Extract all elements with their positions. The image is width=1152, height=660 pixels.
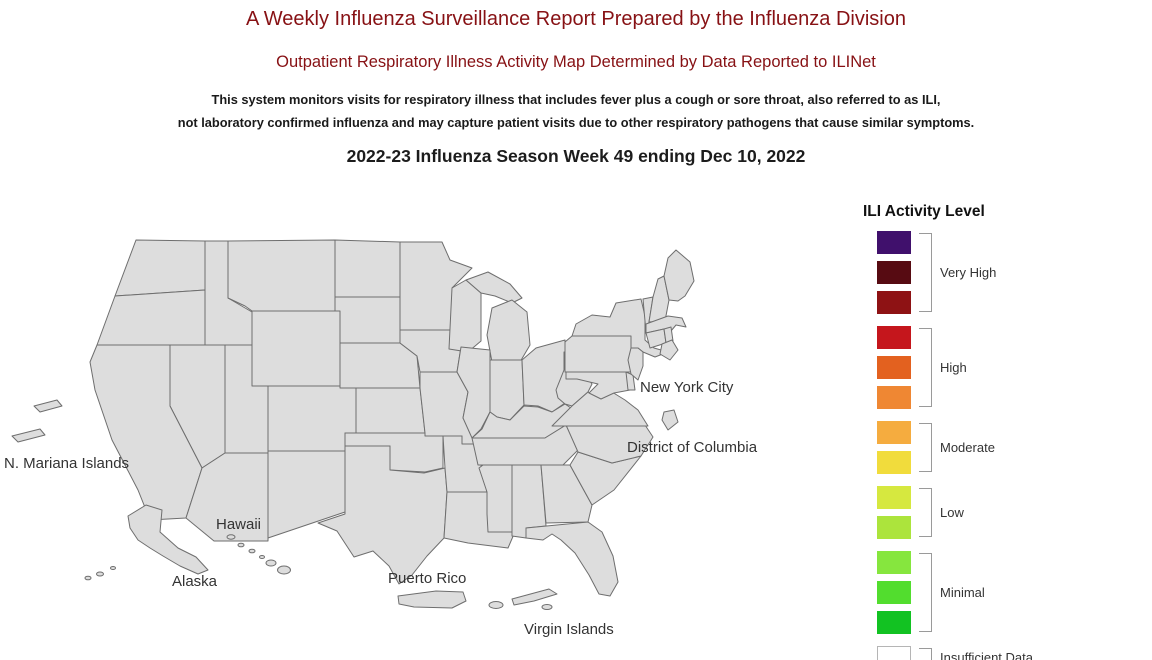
label-hawaii: Hawaii xyxy=(216,516,261,533)
season-week-line: 2022-23 Influenza Season Week 49 ending … xyxy=(346,146,806,166)
state-montana[interactable] xyxy=(227,239,336,312)
legend-group-high: High xyxy=(877,326,1143,409)
state-colorado[interactable] xyxy=(267,385,357,452)
territory-virgin-islands-1[interactable] xyxy=(488,601,504,609)
legend-swatch-level-10 xyxy=(877,326,911,349)
state-michigan-upper[interactable] xyxy=(465,271,523,304)
legend-swatch-level-9 xyxy=(877,356,911,379)
legend-bracket xyxy=(919,233,932,312)
legend-label-moderate: Moderate xyxy=(940,440,995,455)
state-washington[interactable] xyxy=(114,239,206,297)
state-texas[interactable] xyxy=(317,445,448,585)
legend-group-very-high: Very High xyxy=(877,231,1143,314)
label-alaska: Alaska xyxy=(172,573,218,590)
us-choropleth-map: New York City District of Columbia N. Ma… xyxy=(4,239,758,638)
state-nebraska[interactable] xyxy=(339,342,421,389)
report-title: A Weekly Influenza Surveillance Report P… xyxy=(246,8,906,30)
legend-swatch-level-5 xyxy=(877,486,911,509)
legend-label-minimal: Minimal xyxy=(940,585,985,600)
legend-bracket xyxy=(919,488,932,537)
legend-swatch-insufficient xyxy=(877,646,911,660)
report-description: This system monitors visits for respirat… xyxy=(0,88,1152,134)
legend-group-insufficient-data: Insufficient Data xyxy=(877,646,1143,660)
legend-swatch-level-8 xyxy=(877,386,911,409)
legend-groups: Very High High Moderate xyxy=(863,231,1143,660)
legend-label-insufficient-data: Insufficient Data xyxy=(940,650,1033,660)
legend-swatch-level-2 xyxy=(877,581,911,604)
state-kansas[interactable] xyxy=(355,387,426,434)
legend-swatch-level-13 xyxy=(877,231,911,254)
state-maine[interactable] xyxy=(663,249,695,302)
state-south-dakota[interactable] xyxy=(334,296,401,344)
legend-swatch-level-7 xyxy=(877,421,911,444)
legend-swatch-level-11 xyxy=(877,291,911,314)
state-pennsylvania[interactable] xyxy=(564,335,632,373)
legend-label-low: Low xyxy=(940,505,964,520)
state-hawaii-island-4[interactable] xyxy=(259,555,265,559)
territory-virgin-islands-3[interactable] xyxy=(541,604,553,610)
state-north-dakota[interactable] xyxy=(334,239,401,298)
state-hawaii-island-1[interactable] xyxy=(226,534,236,540)
state-georgia[interactable] xyxy=(540,464,593,524)
legend-bracket xyxy=(919,648,932,660)
legend-swatch-column xyxy=(877,421,911,474)
state-wisconsin[interactable] xyxy=(448,279,482,353)
state-wyoming[interactable] xyxy=(251,310,341,387)
label-n-mariana-islands: N. Mariana Islands xyxy=(4,455,129,472)
legend-swatch-column xyxy=(877,231,911,314)
legend-swatch-column xyxy=(877,646,911,660)
legend-swatch-level-1 xyxy=(877,611,911,634)
legend-label-high: High xyxy=(940,360,967,375)
territory-puerto-rico[interactable] xyxy=(397,590,467,609)
state-ohio[interactable] xyxy=(521,339,566,413)
state-hawaii-island-3[interactable] xyxy=(248,548,256,554)
legend-group-moderate: Moderate xyxy=(877,421,1143,474)
label-new-york-city: New York City xyxy=(640,379,734,396)
legend-swatch-column xyxy=(877,486,911,539)
map-area: New York City District of Columbia N. Ma… xyxy=(0,195,860,660)
legend-label-very-high: Very High xyxy=(940,265,997,280)
report-description-line1: This system monitors visits for respirat… xyxy=(211,92,941,107)
state-hawaii-island-6[interactable] xyxy=(277,565,291,575)
legend-swatch-level-4 xyxy=(877,516,911,539)
state-florida[interactable] xyxy=(525,521,619,597)
legend-bracket xyxy=(919,553,932,632)
label-district-of-columbia: District of Columbia xyxy=(627,439,758,456)
territory-n-mariana-islands-2[interactable] xyxy=(11,428,46,443)
legend-bracket xyxy=(919,328,932,407)
legend-group-low: Low xyxy=(877,486,1143,539)
state-oregon[interactable] xyxy=(96,289,206,346)
state-michigan-lower[interactable] xyxy=(486,299,531,363)
label-virgin-islands: Virgin Islands xyxy=(524,621,614,638)
legend-swatch-level-6 xyxy=(877,451,911,474)
legend-bracket xyxy=(919,423,932,472)
territory-virgin-islands-2[interactable] xyxy=(511,588,558,606)
legend-swatch-column xyxy=(877,551,911,634)
area-district-of-columbia[interactable] xyxy=(661,409,679,431)
legend-swatch-level-3 xyxy=(877,551,911,574)
area-new-york-city[interactable] xyxy=(659,339,679,361)
state-alaska[interactable] xyxy=(127,504,209,575)
state-alaska-aleutian-2[interactable] xyxy=(96,571,104,577)
legend-swatch-column xyxy=(877,326,911,409)
state-alaska-aleutian-1[interactable] xyxy=(110,566,116,570)
report-description-line2: not laboratory confirmed influenza and m… xyxy=(177,115,975,130)
report-header: A Weekly Influenza Surveillance Report P… xyxy=(0,8,1152,167)
ili-activity-legend: ILI Activity Level Very High High xyxy=(863,203,1143,660)
state-hawaii-island-2[interactable] xyxy=(237,542,245,548)
state-alaska-aleutian-3[interactable] xyxy=(84,575,92,581)
legend-title: ILI Activity Level xyxy=(863,203,985,220)
report-subtitle: Outpatient Respiratory Illness Activity … xyxy=(276,53,876,71)
legend-group-minimal: Minimal xyxy=(877,551,1143,634)
label-puerto-rico: Puerto Rico xyxy=(388,570,466,587)
legend-swatch-level-12 xyxy=(877,261,911,284)
territory-n-mariana-islands-1[interactable] xyxy=(33,399,63,413)
state-hawaii-island-5[interactable] xyxy=(265,559,277,567)
state-new-jersey[interactable] xyxy=(627,347,644,381)
